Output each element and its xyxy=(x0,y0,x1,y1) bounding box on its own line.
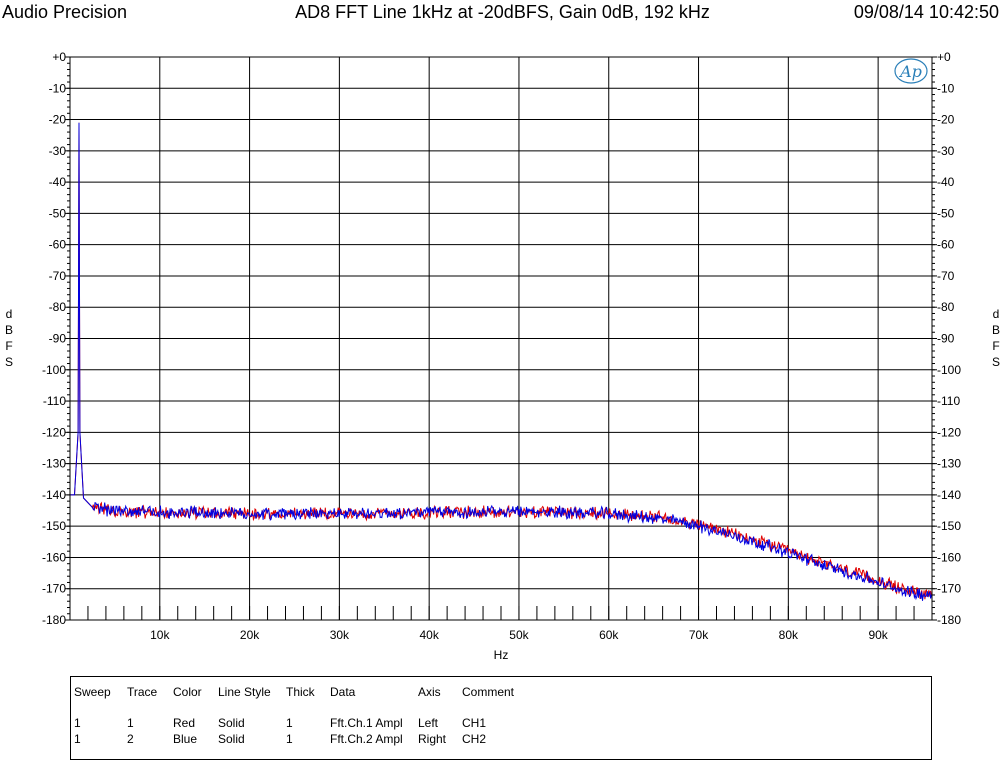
legend-header-cell: Axis xyxy=(418,685,441,699)
ap-logo: Ap xyxy=(894,58,928,84)
x-tick-labels: 10k 20k 30k 40k 50k 60k 70k 80k 90k xyxy=(150,628,889,642)
chart-title: AD8 FFT Line 1kHz at -20dBFS, Gain 0dB, … xyxy=(295,2,710,22)
y-tick-label-left: -110 xyxy=(43,394,66,408)
y-tick-label-left: -20 xyxy=(49,113,67,127)
y-tick-label-right: -120 xyxy=(937,425,961,439)
y-tick-label-right: -150 xyxy=(937,519,961,533)
ap-logo-text: Ap xyxy=(898,62,922,81)
y-tick-label-right: -140 xyxy=(937,488,961,502)
y-tick-label-left: -50 xyxy=(49,206,67,220)
y-tick-label-right: -180 xyxy=(937,613,961,627)
chart-grid xyxy=(65,56,937,621)
y-tick-label-right: -70 xyxy=(937,269,955,283)
y-tick-labels: +0 +0 -10 -10 -20 -20 -30 -30 -40 -40 -50 -50 -60 -60… xyxy=(42,50,961,627)
y-tick-label-left: -160 xyxy=(42,550,66,564)
y-tick-label-right: -50 xyxy=(937,206,955,220)
y-tick-label-right: -40 xyxy=(937,175,955,189)
y-tick-label-left: -40 xyxy=(49,175,67,189)
y-tick-label-left: +0 xyxy=(52,50,66,64)
legend-cell: Left xyxy=(418,716,439,730)
y-tick-label-right: -20 xyxy=(937,113,955,127)
legend-header-cell: Line Style xyxy=(218,685,271,699)
legend-header-cell: Trace xyxy=(127,685,158,699)
x-tick-label: 90k xyxy=(868,628,888,642)
y-tick-label-left: -70 xyxy=(49,269,67,283)
legend-cell: CH1 xyxy=(462,716,487,730)
brand-label: Audio Precision xyxy=(2,2,128,22)
legend-cell: Solid xyxy=(218,732,245,746)
y-tick-label-left: -150 xyxy=(42,519,66,533)
x-tick-label: 30k xyxy=(330,628,350,642)
legend-header-cell: Thick xyxy=(286,685,315,699)
y-tick-label-left: -170 xyxy=(42,582,66,596)
plot-frame xyxy=(69,56,933,621)
trace-ch1 xyxy=(70,122,932,600)
legend-cell: CH2 xyxy=(462,732,487,746)
y-tick-label-left: -90 xyxy=(49,332,67,346)
legend-header-cell: Color xyxy=(173,685,202,699)
y-tick-label-right: -60 xyxy=(937,238,955,252)
legend-cell: Blue xyxy=(173,732,198,746)
timestamp: 09/08/14 10:42:50 xyxy=(853,2,999,22)
x-tick-label: 20k xyxy=(240,628,260,642)
x-tick-label: 10k xyxy=(150,628,170,642)
y-tick-label-left: -80 xyxy=(49,300,67,314)
y-tick-label-right: -10 xyxy=(937,81,955,95)
y-tick-label-right: +0 xyxy=(937,50,951,64)
x-axis-label: Hz xyxy=(494,648,509,662)
legend-cell: Right xyxy=(418,732,447,746)
legend-header-row: Sweep Trace Color Line Style Thick Data Axis Co… xyxy=(74,677,552,701)
x-tick-label: 60k xyxy=(599,628,619,642)
y-tick-label-right: -160 xyxy=(937,550,961,564)
legend-row: 1 1 Red Solid 1 Fft.Ch.1 Ampl Left CH1 xyxy=(74,701,552,731)
legend-cell: 2 xyxy=(127,732,134,746)
y-tick-label-left: -130 xyxy=(42,457,66,471)
legend-header-cell: Data xyxy=(330,685,356,699)
y-tick-label-left: -100 xyxy=(42,363,66,377)
legend-cell: 1 xyxy=(74,732,81,746)
y-tick-label-right: -30 xyxy=(937,144,955,158)
x-tick-label: 50k xyxy=(509,628,529,642)
legend-cell: Fft.Ch.2 Ampl xyxy=(330,732,403,746)
legend-cell: Red xyxy=(173,716,196,730)
legend-cell: Fft.Ch.1 Ampl xyxy=(330,716,403,730)
legend-header-cell: Comment xyxy=(462,685,515,699)
y-tick-label-left: -30 xyxy=(49,144,67,158)
y-tick-label-left: -180 xyxy=(42,613,66,627)
x-tick-label: 40k xyxy=(419,628,439,642)
fft-chart: +0 +0 -10 -10 -20 -20 -30 -30 -40 -40 -50 -50 -60 -60… xyxy=(5,50,1000,662)
y-tick-label-left: -120 xyxy=(42,425,66,439)
y-tick-label-right: -110 xyxy=(937,394,960,408)
y-tick-label-right: -100 xyxy=(937,363,961,377)
y-tick-label-left: -60 xyxy=(49,238,67,252)
trace-legend: Sweep Trace Color Line Style Thick Data Axis Co… xyxy=(70,676,932,760)
chart-traces xyxy=(70,122,932,601)
trace-ch2 xyxy=(70,122,932,601)
legend-header-cell: Sweep xyxy=(74,685,111,699)
legend-cell: 1 xyxy=(286,732,293,746)
legend-cell: 1 xyxy=(286,716,293,730)
legend-cell: Solid xyxy=(218,716,245,730)
legend-table: Sweep Trace Color Line Style Thick Data Axis Co… xyxy=(74,677,552,747)
legend-row: 1 2 Blue Solid 1 Fft.Ch.2 Ampl Right CH2 xyxy=(74,731,552,747)
y-tick-label-left: -140 xyxy=(42,488,66,502)
legend-cell: 1 xyxy=(74,716,81,730)
y-tick-label-left: -10 xyxy=(49,81,67,95)
legend-cell: 1 xyxy=(127,716,134,730)
y-tick-label-right: -130 xyxy=(937,457,961,471)
y-tick-label-right: -80 xyxy=(937,300,955,314)
y-tick-label-right: -90 xyxy=(937,332,955,346)
x-tick-label: 80k xyxy=(779,628,799,642)
x-tick-label: 70k xyxy=(689,628,709,642)
y-tick-label-right: -170 xyxy=(937,582,961,596)
